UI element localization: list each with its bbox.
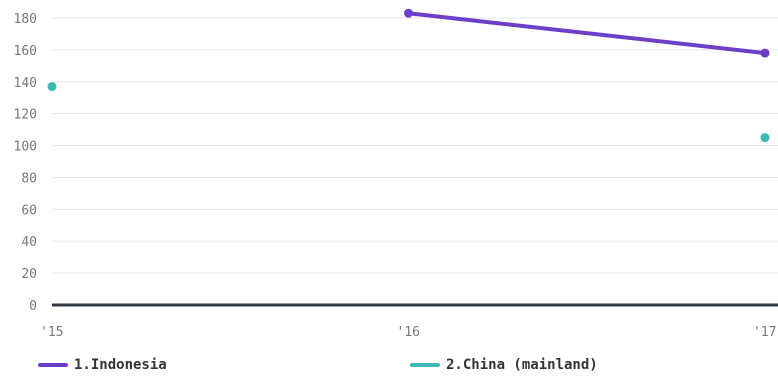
data-point-1-0[interactable] bbox=[47, 82, 57, 92]
y-tick-label: 80 bbox=[21, 171, 37, 186]
y-axis-ticks: 0 20 40 60 80 100 120 140 160 180 bbox=[14, 12, 37, 314]
data-point-0-2[interactable] bbox=[760, 48, 770, 58]
y-tick-label: 60 bbox=[21, 203, 37, 218]
x-tick-label: '15 bbox=[40, 325, 63, 340]
y-tick-label: 160 bbox=[14, 44, 37, 59]
y-tick-label: 140 bbox=[14, 76, 37, 91]
x-axis-ticks: '15 '16 '17 bbox=[40, 325, 776, 340]
y-tick-label: 40 bbox=[21, 235, 37, 250]
y-tick-label: 100 bbox=[14, 140, 37, 155]
y-tick-label: 0 bbox=[29, 299, 37, 314]
y-tick-label: 120 bbox=[14, 108, 37, 123]
legend-swatch-china bbox=[410, 363, 440, 367]
legend-swatch-indonesia bbox=[38, 363, 68, 367]
legend-item-china[interactable]: 2.China (mainland) bbox=[410, 357, 598, 373]
legend-item-indonesia[interactable]: 1.Indonesia bbox=[38, 357, 167, 373]
x-tick-label: '17 bbox=[753, 325, 776, 340]
series-layer bbox=[47, 8, 770, 143]
legend-label-indonesia: 1.Indonesia bbox=[74, 357, 167, 373]
x-tick-label: '16 bbox=[397, 325, 420, 340]
series-line-0 bbox=[406, 11, 767, 56]
y-tick-label: 20 bbox=[21, 267, 37, 282]
data-point-1-2[interactable] bbox=[760, 133, 770, 143]
gridlines bbox=[52, 17, 778, 274]
legend-label-china: 2.China (mainland) bbox=[446, 357, 598, 373]
data-point-0-1[interactable] bbox=[404, 8, 413, 18]
y-tick-label: 180 bbox=[14, 12, 37, 27]
